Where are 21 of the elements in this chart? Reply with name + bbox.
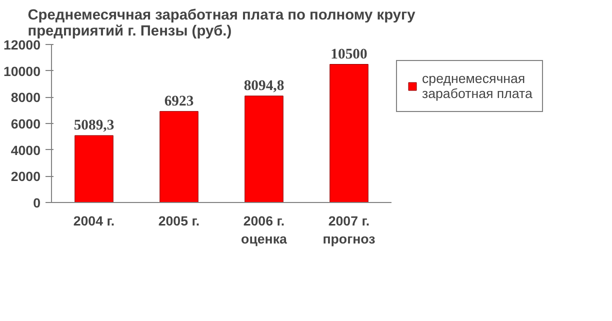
data-label: 5089,3 [74, 117, 114, 134]
bar [74, 135, 114, 202]
y-tick-label: 2000 [10, 169, 41, 184]
bar [244, 96, 284, 202]
x-tick-label: 2005 г. [158, 214, 200, 228]
data-label: 6923 [164, 93, 194, 110]
y-tick-label: 12000 [3, 38, 40, 52]
y-tick-label: 0 [33, 196, 41, 210]
legend-label: среднемесячная заработная плата [422, 71, 532, 101]
data-label: 8094,8 [244, 78, 284, 94]
y-tick-label: 8000 [10, 90, 41, 106]
bar [160, 111, 198, 202]
data-label: 10500 [330, 46, 368, 62]
x-tick-label: 2004 г. [73, 214, 115, 228]
chart-title: Среднемесячная заработная плата по полному кругу предприятий г. Пензы (руб.) [28, 8, 416, 40]
y-tick-label: 6000 [10, 116, 41, 132]
x-tick-label: 2007 г. прогноз [322, 214, 376, 246]
bar [330, 64, 368, 202]
y-tick-label: 10000 [3, 64, 40, 79]
y-tick-label: 4000 [10, 142, 41, 158]
x-tick-label: 2006 г. оценка [241, 214, 288, 246]
